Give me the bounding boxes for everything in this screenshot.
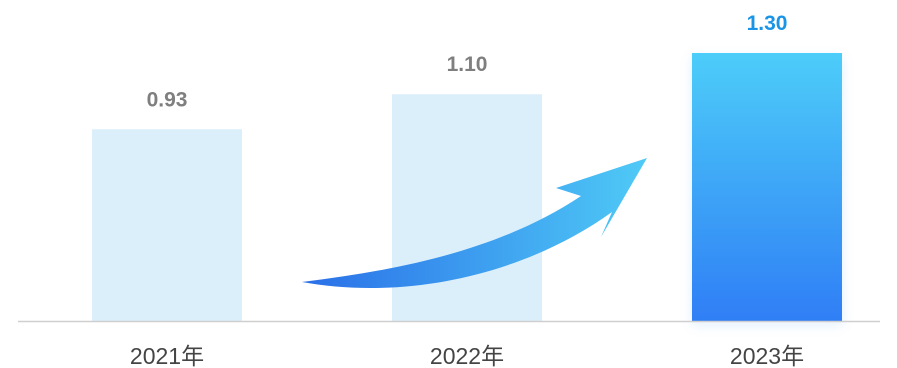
data-label-2021年: 0.93 — [147, 88, 188, 111]
bar-2021年 — [92, 129, 242, 321]
x-tick-label-2021年: 2021年 — [130, 343, 204, 368]
bar-2023年 — [692, 53, 842, 321]
x-tick-label-2023年: 2023年 — [730, 343, 804, 368]
data-label-2022年: 1.10 — [447, 53, 488, 76]
x-tick-label-2022年: 2022年 — [430, 343, 504, 368]
bar-2022年 — [392, 94, 542, 321]
growth-arrow-icon — [302, 158, 647, 289]
data-label-2023年: 1.30 — [747, 12, 788, 35]
